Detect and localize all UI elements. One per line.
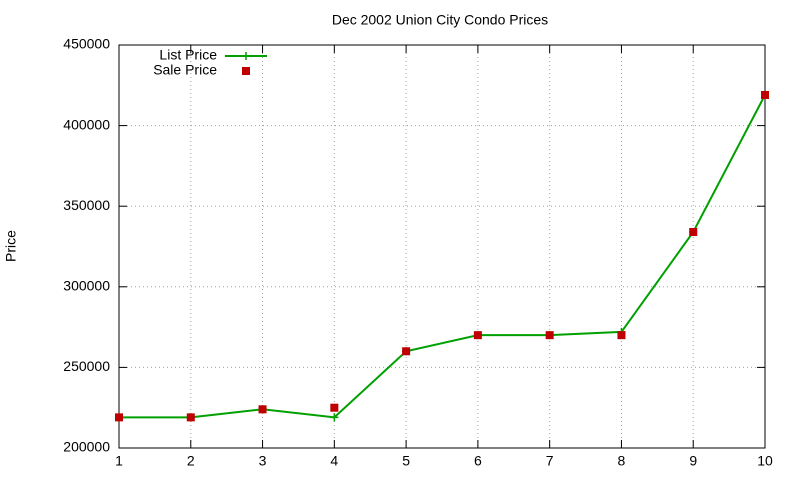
- x-tick-label: 2: [187, 453, 195, 469]
- data-point: [761, 90, 769, 99]
- data-point: [330, 413, 339, 422]
- x-tick-label: 6: [474, 453, 482, 469]
- y-tick-label: 300000: [63, 278, 110, 294]
- legend-label: List Price: [159, 47, 217, 63]
- x-tick-label: 10: [757, 453, 773, 469]
- y-tick-label: 350000: [63, 197, 110, 213]
- legend-marker: [242, 67, 250, 75]
- data-point: [545, 331, 554, 340]
- y-tick-label: 450000: [63, 36, 110, 52]
- x-tick-label: 3: [259, 453, 267, 469]
- y-axis-label: Price: [3, 230, 19, 262]
- data-line: [119, 94, 766, 419]
- data-point: [689, 227, 698, 236]
- data-point: [115, 413, 123, 422]
- x-tick-label: 5: [402, 453, 410, 469]
- y-tick-label: 250000: [63, 358, 110, 374]
- data-point: [617, 331, 626, 340]
- data-point: [402, 347, 411, 356]
- x-tick-label: 4: [330, 453, 338, 469]
- plot-frame: [118, 44, 766, 449]
- legend-label: Sale Price: [153, 62, 217, 78]
- x-tick-label: 8: [618, 453, 626, 469]
- data-point: [186, 413, 195, 422]
- x-tick-label: 7: [546, 453, 554, 469]
- data-point: [330, 403, 339, 412]
- chart-title: Dec 2002 Union City Condo Prices: [332, 12, 548, 28]
- x-tick-label: 1: [115, 453, 123, 469]
- x-tick-label: 9: [689, 453, 697, 469]
- data-point: [258, 405, 267, 414]
- y-tick-label: 400000: [63, 116, 110, 132]
- data-point: [473, 331, 482, 340]
- legend-marker: [242, 52, 250, 60]
- y-tick-label: 200000: [63, 439, 110, 455]
